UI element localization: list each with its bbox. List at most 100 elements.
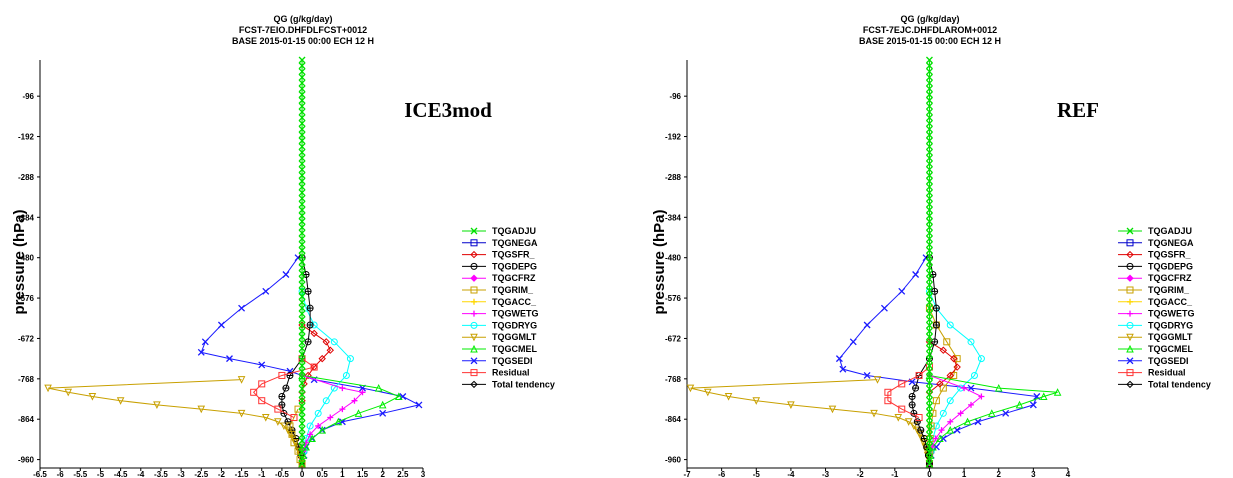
x-tick-label: -1.5 <box>235 470 249 478</box>
data-point <box>298 293 306 300</box>
data-point <box>258 380 266 388</box>
data-point <box>925 419 933 427</box>
data-point <box>915 371 923 379</box>
series-line <box>690 379 930 464</box>
legend-item: TQGDRYG <box>462 320 537 330</box>
data-point <box>925 189 933 197</box>
data-point <box>298 264 306 272</box>
data-point <box>258 361 266 369</box>
data-point <box>938 427 945 434</box>
data-point <box>290 439 298 447</box>
data-point <box>946 321 954 329</box>
data-point <box>910 409 918 417</box>
data-point <box>197 405 206 414</box>
x-tick-label: 1 <box>340 470 345 478</box>
data-point <box>925 414 933 422</box>
legend-label: TQGDEPG <box>1148 261 1193 271</box>
data-point <box>237 376 246 384</box>
data-point <box>917 426 925 434</box>
data-point <box>298 246 306 254</box>
data-point <box>298 327 306 335</box>
legend-item: TQGADJU <box>1118 226 1192 236</box>
data-point <box>752 397 761 405</box>
legend-label: TQGDRYG <box>492 320 537 330</box>
data-point <box>298 385 306 393</box>
legend-swatch-marker <box>1126 227 1134 235</box>
data-point <box>278 401 286 409</box>
data-point <box>238 304 246 312</box>
legend-swatch-marker <box>1126 239 1134 247</box>
data-point <box>395 392 403 400</box>
data-point <box>925 194 933 202</box>
chart-title: QG (g/kg/day) <box>900 14 959 24</box>
data-point <box>925 68 933 75</box>
legend-label: TQGCFRZ <box>492 273 536 283</box>
data-point <box>298 396 306 404</box>
data-point <box>939 409 947 417</box>
data-point <box>298 460 306 468</box>
x-tick-label: 2 <box>380 470 385 478</box>
data-point <box>298 298 306 306</box>
data-point <box>949 354 958 363</box>
data-point <box>943 338 951 346</box>
data-point <box>863 321 871 329</box>
series-tqgrim- <box>286 405 306 468</box>
data-point <box>939 346 948 354</box>
data-point <box>153 401 161 410</box>
legend-label: TQGDEPG <box>492 261 537 271</box>
data-point <box>908 393 916 400</box>
data-point <box>298 194 306 202</box>
data-point <box>925 96 933 104</box>
data-point <box>298 269 306 277</box>
series-line <box>289 408 303 465</box>
x-tick-label: 0.5 <box>317 470 329 478</box>
legend-label: TQGACC_ <box>1148 297 1193 307</box>
x-tick-label: -4.5 <box>114 470 128 478</box>
data-point <box>298 333 306 341</box>
legend-item: TQGADJU <box>462 226 536 236</box>
data-point <box>298 131 306 139</box>
data-point <box>298 310 306 318</box>
data-point <box>932 422 940 430</box>
legend-swatch-marker <box>470 274 478 282</box>
data-point <box>298 356 306 364</box>
data-point <box>925 339 933 347</box>
data-point <box>961 385 968 392</box>
data-point <box>298 154 306 162</box>
x-tick-label: -3.5 <box>154 470 168 478</box>
data-point <box>298 212 306 220</box>
y-tick-label: -480 <box>665 254 682 263</box>
data-point <box>925 200 933 208</box>
data-point <box>925 304 933 312</box>
y-tick-label: -960 <box>665 456 682 465</box>
data-point <box>925 246 933 254</box>
data-point <box>974 418 982 426</box>
data-point <box>894 414 903 422</box>
data-point <box>374 383 383 392</box>
data-point <box>925 402 933 410</box>
data-point <box>925 379 933 387</box>
chart-annotation: REF <box>1057 98 1099 122</box>
data-point <box>925 91 933 99</box>
x-tick-label: -6 <box>718 470 726 478</box>
x-tick-label: 2 <box>997 470 1002 478</box>
data-point <box>304 371 312 380</box>
data-point <box>314 409 322 417</box>
data-point <box>284 418 292 426</box>
data-point <box>261 414 270 422</box>
data-point <box>307 431 314 438</box>
legend-item: TQGACC_ <box>1118 297 1193 307</box>
data-point <box>298 235 306 243</box>
legend-swatch-marker <box>1127 310 1133 317</box>
data-point <box>308 434 316 443</box>
data-point <box>925 396 933 404</box>
data-point <box>298 408 306 416</box>
legend-swatch-marker <box>1126 262 1134 270</box>
data-point <box>946 426 955 434</box>
data-point <box>1002 409 1010 417</box>
data-point <box>932 397 940 405</box>
data-point <box>306 304 314 312</box>
legend-item: TQGSEDI <box>462 356 533 366</box>
x-tick-label: 0 <box>927 470 932 478</box>
data-point <box>925 212 933 220</box>
